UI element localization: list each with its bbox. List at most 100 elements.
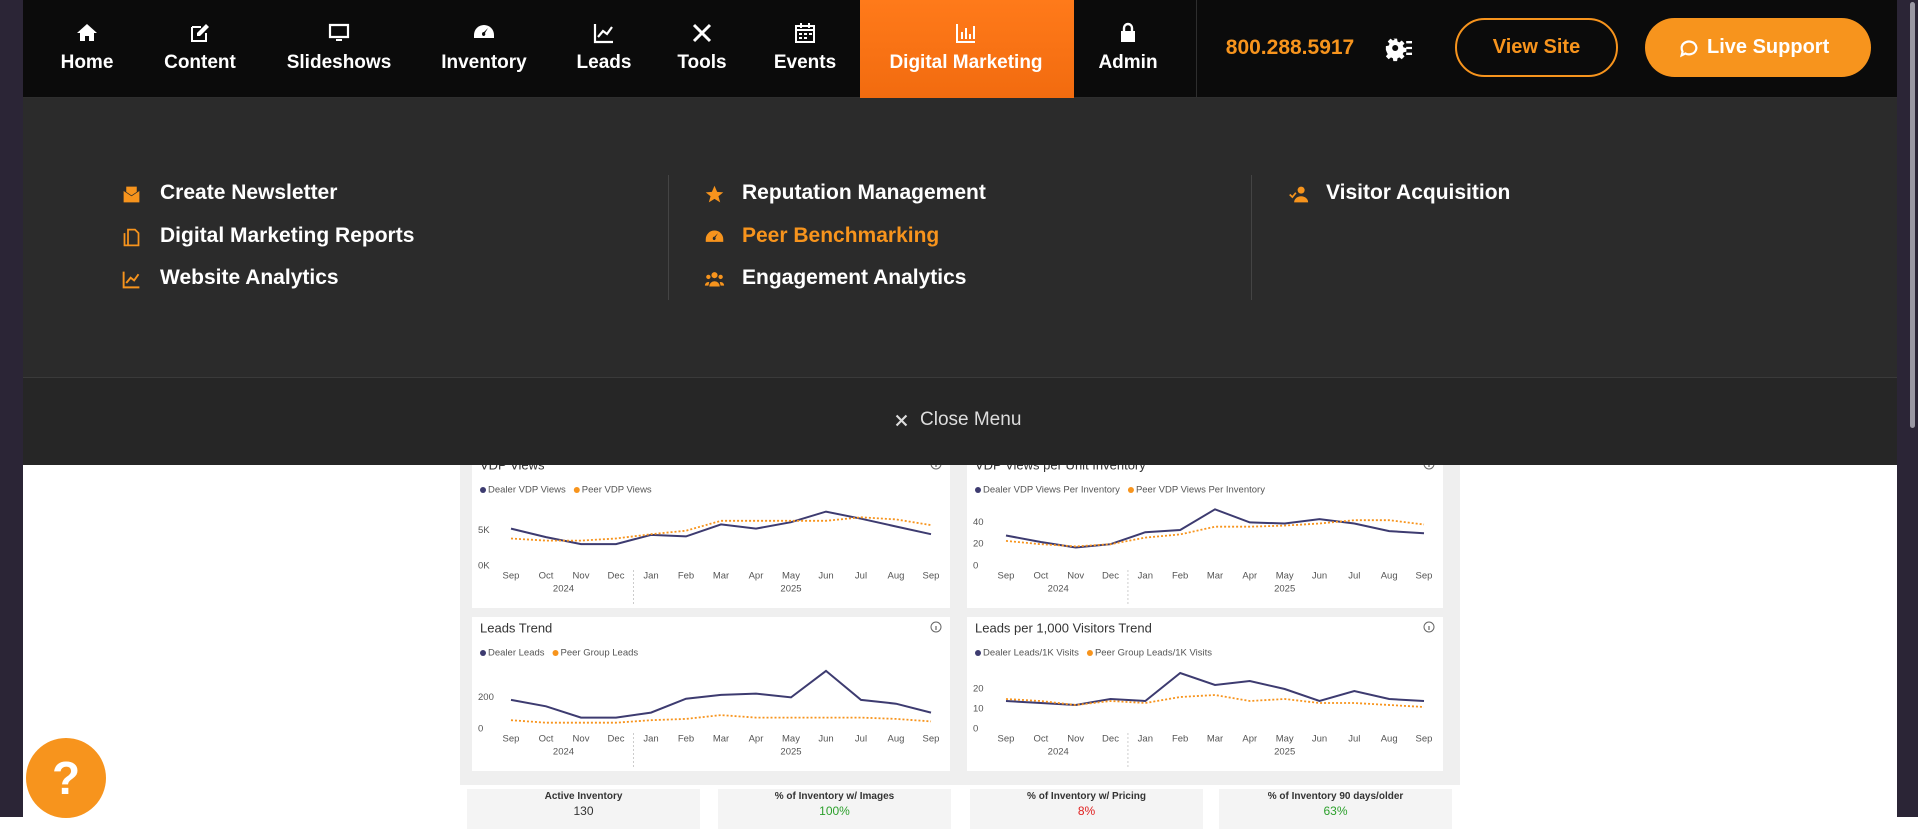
- nav-divider: [1196, 0, 1197, 98]
- icon-part: [593, 24, 613, 44]
- year-label: 2024: [553, 747, 574, 758]
- phone[interactable]: 800.288.5917: [1225, 36, 1355, 59]
- legend-marker: [573, 487, 580, 493]
- x-tick-label: Jun: [1312, 571, 1327, 582]
- x-tick-label: Jul: [855, 571, 867, 582]
- x-tick-label: Jan: [643, 734, 658, 745]
- chart-title: Leads Trend: [480, 620, 552, 635]
- menu-divider: [668, 175, 669, 300]
- x-tick-label: Aug: [888, 734, 905, 745]
- x-tick-label: Apr: [749, 734, 764, 745]
- icon-part: [718, 274, 723, 280]
- icon: [1121, 22, 1135, 42]
- kpi-label: % of Inventory w/ Images: [774, 791, 895, 802]
- legend-label: Peer VDP Views: [582, 485, 652, 496]
- x-tick-label: Dec: [608, 734, 625, 745]
- nav-item[interactable]: Tools: [677, 52, 727, 73]
- x-tick-label: Jun: [818, 734, 833, 745]
- icon-part: [961, 26, 975, 39]
- kpi-label: % of Inventory w/ Pricing: [1027, 791, 1146, 802]
- menu-item[interactable]: Visitor Acquisition: [1326, 181, 1511, 204]
- icon-part: [1297, 186, 1305, 194]
- view-site-button[interactable]: View Site: [1455, 18, 1618, 77]
- y-tick-label: 5K: [478, 525, 490, 536]
- x-tick-label: Jun: [818, 571, 833, 582]
- legend-label: Peer VDP Views Per Inventory: [1136, 485, 1265, 496]
- menu-item[interactable]: Create Newsletter: [160, 181, 338, 204]
- icon: [705, 185, 724, 203]
- x-tick-label: Sep: [1416, 571, 1433, 582]
- x-tick-label: May: [782, 571, 800, 582]
- y-tick-label: 40: [973, 517, 984, 528]
- icon-part: [704, 281, 725, 287]
- menu-item[interactable]: Peer Benchmarking: [742, 224, 940, 247]
- x-tick-label: Feb: [1172, 571, 1188, 582]
- icon: [191, 24, 209, 42]
- legend-marker: [975, 650, 981, 656]
- x-tick-label: May: [1276, 734, 1294, 745]
- legend-marker: [1086, 650, 1093, 656]
- x-tick-label: Nov: [573, 734, 590, 745]
- nav-item[interactable]: Digital Marketing: [889, 52, 1043, 73]
- scrollbar[interactable]: [1897, 0, 1918, 817]
- help-button[interactable]: ?: [26, 738, 106, 818]
- x-tick-label: May: [1276, 571, 1294, 582]
- x-tick-label: Aug: [1381, 571, 1398, 582]
- icon-part: [1289, 192, 1297, 199]
- x-tick-label: Dec: [1102, 571, 1119, 582]
- icon-part: [123, 186, 140, 203]
- x-tick-label: Nov: [1067, 571, 1084, 582]
- nav-item[interactable]: Events: [773, 52, 837, 73]
- icon: [1289, 186, 1309, 203]
- icon: [705, 230, 724, 242]
- menu-item[interactable]: Engagement Analytics: [742, 266, 967, 289]
- nav-item[interactable]: Inventory: [441, 52, 527, 73]
- menu-item[interactable]: Website Analytics: [160, 266, 339, 289]
- icon-part: [705, 230, 724, 242]
- icon-part: [123, 228, 140, 247]
- icon-part: [1392, 44, 1399, 52]
- icon-part: [1121, 31, 1135, 42]
- kpi-tile: % of Inventory 90 days/older 63%: [1219, 789, 1452, 829]
- year-label: 2025: [780, 747, 801, 758]
- x-tick-label: Jun: [1312, 734, 1327, 745]
- series-line: [1005, 671, 1425, 707]
- nav-item[interactable]: Content: [164, 52, 236, 73]
- kpi-tile: % of Inventory w/ Images 100%: [718, 789, 951, 829]
- year-label: 2024: [1048, 584, 1069, 595]
- x-tick-label: Nov: [1067, 734, 1084, 745]
- x-tick-label: Nov: [573, 571, 590, 582]
- left-edge: [0, 0, 23, 817]
- icon: [122, 271, 140, 289]
- icon-part: [956, 24, 975, 43]
- x-tick-label: Mar: [713, 571, 729, 582]
- series-line: [1005, 508, 1425, 549]
- icon-part: [1122, 22, 1134, 31]
- series-line: [510, 516, 932, 542]
- close-menu[interactable]: Close Menu: [920, 409, 1022, 430]
- x-tick-label: Jan: [1138, 571, 1153, 582]
- icon-part: [474, 25, 494, 38]
- x-tick-label: Sep: [503, 734, 520, 745]
- series-line: [510, 510, 932, 546]
- x-tick-label: Oct: [539, 734, 554, 745]
- icon: [123, 186, 140, 203]
- y-tick-label: 0K: [478, 561, 490, 572]
- nav-item[interactable]: Leads: [576, 52, 632, 73]
- y-tick-label: 10: [973, 704, 984, 715]
- menu-item[interactable]: Reputation Management: [742, 181, 986, 204]
- scrollbar-thumb[interactable]: [1910, 2, 1915, 428]
- nav-item[interactable]: Slideshows: [286, 52, 392, 73]
- legend-label: Dealer Leads/1K Visits: [983, 648, 1079, 659]
- info-icon: [930, 621, 942, 633]
- nav-item[interactable]: Admin: [1098, 52, 1158, 73]
- icon-part: [122, 271, 140, 289]
- nav-item[interactable]: Home: [60, 52, 114, 73]
- icon-part: [1294, 196, 1309, 203]
- menu-item[interactable]: Digital Marketing Reports: [160, 224, 415, 247]
- x-tick-label: Jul: [855, 734, 867, 745]
- x-tick-label: Apr: [1242, 734, 1257, 745]
- icon: [895, 414, 908, 427]
- kpi-tile: % of Inventory w/ Pricing 8%: [970, 789, 1203, 829]
